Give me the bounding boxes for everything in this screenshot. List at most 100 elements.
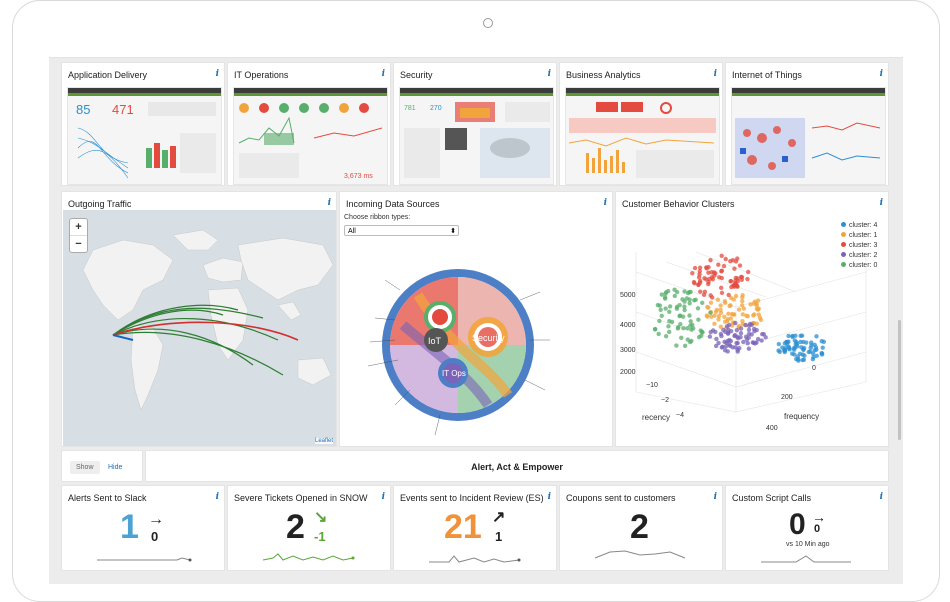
panel-title: Business Analytics [566, 70, 641, 80]
info-icon[interactable]: i [215, 492, 219, 502]
scatter-point [735, 334, 740, 340]
scatter-point [674, 304, 680, 309]
scatter-point [723, 344, 729, 349]
zoom-out-button[interactable]: − [75, 238, 82, 250]
kpi-title: Severe Tickets Opened in SNOW [234, 493, 368, 503]
kpi-incident-review[interactable]: Events sent to Incident Review (ES) i 21… [393, 485, 557, 571]
info-icon[interactable]: i [327, 198, 331, 208]
scatter-point [706, 281, 711, 287]
scatter-point [696, 282, 701, 288]
axis-tick: −2 [661, 397, 669, 404]
scatter-point [728, 316, 734, 321]
scatter-point [808, 345, 813, 351]
info-icon[interactable]: i [879, 69, 883, 79]
scatter-point [695, 306, 701, 311]
scatter-point [734, 340, 739, 346]
scatter-point [801, 357, 807, 362]
dashboard-thumbnail[interactable]: 781 270 [399, 87, 554, 185]
ribbon-label-security: Security [472, 333, 505, 343]
scatter-point [707, 334, 713, 339]
info-icon[interactable]: i [547, 69, 551, 79]
kpi-coupons[interactable]: Coupons sent to customers i 2 [559, 485, 723, 571]
world-map[interactable]: + − Leaflet [63, 210, 336, 446]
scatter-point [696, 334, 702, 340]
ribbon-type-select[interactable]: All [344, 225, 459, 237]
info-icon[interactable]: i [713, 69, 717, 79]
dashboard-thumbnail[interactable] [731, 87, 886, 185]
scatter-point [718, 331, 724, 337]
info-icon[interactable]: i [603, 198, 607, 208]
dashboard-thumbnail[interactable]: 3,673 ms [233, 87, 388, 185]
scatter-point [755, 336, 761, 342]
hide-button[interactable]: Hide [108, 464, 123, 471]
axis-tick: 3000 [620, 347, 636, 354]
kpi-delta: 0 [151, 529, 159, 544]
legend-item[interactable]: cluster: 3 [841, 242, 877, 252]
legend-item[interactable]: cluster: 2 [841, 252, 877, 262]
scatter-point [688, 319, 693, 324]
axis-tick: 200 [781, 394, 793, 401]
scatter-point [786, 333, 791, 339]
scatter-point [691, 279, 697, 285]
thumb-panel-business-analytics[interactable]: Business Analytics i [559, 62, 723, 186]
leaflet-attribution-link[interactable]: Leaflet [314, 438, 333, 444]
kpi-title: Coupons sent to customers [566, 493, 676, 503]
scatter-point [721, 263, 727, 269]
legend-item[interactable]: cluster: 1 [841, 232, 877, 242]
scatter-point [752, 312, 757, 317]
scatter-point [726, 292, 731, 298]
scatter-point [733, 293, 739, 299]
chord-diagram[interactable]: IoT Security IT Ops [340, 240, 614, 450]
scatter-point [718, 303, 723, 308]
scatter-point [663, 334, 669, 339]
scatter-point [687, 313, 692, 318]
scatter-point [741, 339, 746, 345]
scatter-point [652, 327, 658, 332]
legend-item[interactable]: cluster: 0 [841, 262, 877, 272]
svg-text:85: 85 [76, 102, 90, 117]
scatter-3d-plot[interactable]: 5000 4000 3000 2000 −10 −2 −4 0 200 400 … [616, 212, 890, 442]
info-icon[interactable]: i [713, 492, 717, 502]
scatter-point [792, 347, 797, 352]
scatter-point [739, 303, 745, 308]
show-button[interactable]: Show [70, 461, 100, 474]
panel-title: Incoming Data Sources [346, 199, 440, 209]
scatter-point [728, 303, 733, 308]
scatter-point [714, 336, 719, 342]
dashboard-thumbnail[interactable]: 85 471 [67, 87, 222, 185]
scatter-point [682, 289, 687, 294]
scatter-point [745, 341, 750, 346]
legend-item[interactable]: cluster: 4 [841, 222, 877, 232]
kpi-value: 21 [444, 508, 482, 546]
info-icon[interactable]: i [547, 492, 551, 502]
axis-tick: 5000 [620, 292, 636, 299]
scatter-point [689, 327, 694, 332]
thumb-panel-app-delivery[interactable]: Application Delivery i 85 471 [61, 62, 225, 186]
scatter-point [795, 354, 800, 359]
kpi-sparkline [429, 555, 521, 563]
kpi-value: 0 [789, 508, 806, 541]
scatter-point [708, 300, 714, 305]
legend-dot-icon [841, 232, 846, 237]
zoom-in-button[interactable]: + [70, 219, 87, 236]
kpi-alerts-slack[interactable]: Alerts Sent to Slack i 1 → 0 [61, 485, 225, 571]
scatter-point [708, 293, 713, 298]
ribbon-type-label: Choose ribbon types: [344, 214, 411, 221]
info-icon[interactable]: i [215, 69, 219, 79]
info-icon[interactable]: i [381, 492, 385, 502]
thumb-panel-iot[interactable]: Internet of Things i [725, 62, 889, 186]
kpi-severe-tickets[interactable]: Severe Tickets Opened in SNOW i 2 ↘ -1 [227, 485, 391, 571]
dashboard-thumbnail[interactable] [565, 87, 720, 185]
scatter-point [733, 259, 739, 264]
scatter-point [814, 353, 819, 359]
scrollbar[interactable] [898, 320, 901, 440]
thumb-panel-security[interactable]: Security i 781 270 [393, 62, 557, 186]
scatter-point [740, 312, 746, 317]
info-icon[interactable]: i [879, 492, 883, 502]
thumb-panel-it-operations[interactable]: IT Operations i 3,673 ms [227, 62, 391, 186]
scatter-point [688, 323, 693, 328]
scatter-point [726, 311, 731, 317]
info-icon[interactable]: i [879, 198, 883, 208]
info-icon[interactable]: i [381, 69, 385, 79]
kpi-custom-script[interactable]: Custom Script Calls i 0 → 0 vs 10 Min ag… [725, 485, 889, 571]
